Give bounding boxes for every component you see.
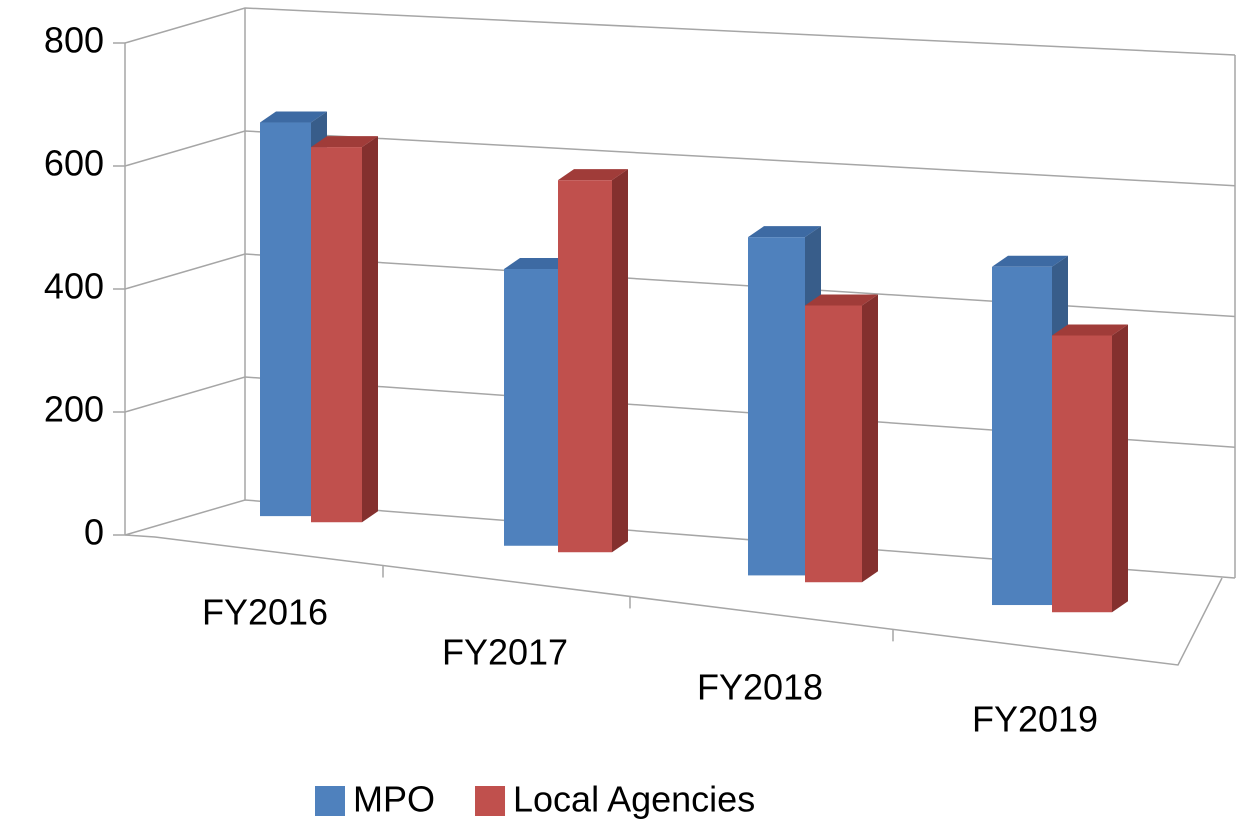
legend-swatch — [475, 786, 506, 816]
bar-top — [805, 294, 878, 306]
x-tick-label: FY2019 — [972, 699, 1098, 740]
y-tick-label: 200 — [44, 389, 104, 430]
bar — [1052, 335, 1112, 613]
bar — [805, 305, 862, 583]
legend-swatch — [315, 786, 345, 816]
legend-label: MPO — [353, 779, 435, 820]
x-tick-label: FY2018 — [697, 667, 823, 708]
bar — [311, 147, 362, 523]
bar-top — [748, 226, 821, 238]
floor — [124, 534, 1223, 666]
bar-side — [612, 169, 628, 553]
bar-side — [362, 136, 378, 523]
bar-top — [558, 169, 628, 181]
y-tick-label: 800 — [44, 20, 104, 61]
bar — [748, 237, 805, 576]
bar-top — [260, 111, 327, 123]
bar — [504, 269, 558, 546]
grid-line — [124, 7, 1236, 56]
x-tick-label: FY2017 — [442, 632, 568, 673]
y-tick-label: 600 — [44, 143, 104, 184]
bar-side — [1112, 324, 1128, 613]
bar-top — [311, 136, 378, 148]
bar — [260, 122, 311, 517]
y-tick-label: 400 — [44, 266, 104, 307]
bar-top — [504, 258, 574, 270]
bar — [558, 180, 612, 553]
bar — [992, 266, 1052, 606]
bar-top — [1052, 324, 1128, 336]
bar-side — [862, 294, 878, 583]
y-tick-label: 0 — [84, 512, 104, 553]
x-tick-label: FY2016 — [202, 592, 328, 633]
legend-label: Local Agencies — [513, 779, 755, 820]
bar-top — [992, 255, 1068, 267]
